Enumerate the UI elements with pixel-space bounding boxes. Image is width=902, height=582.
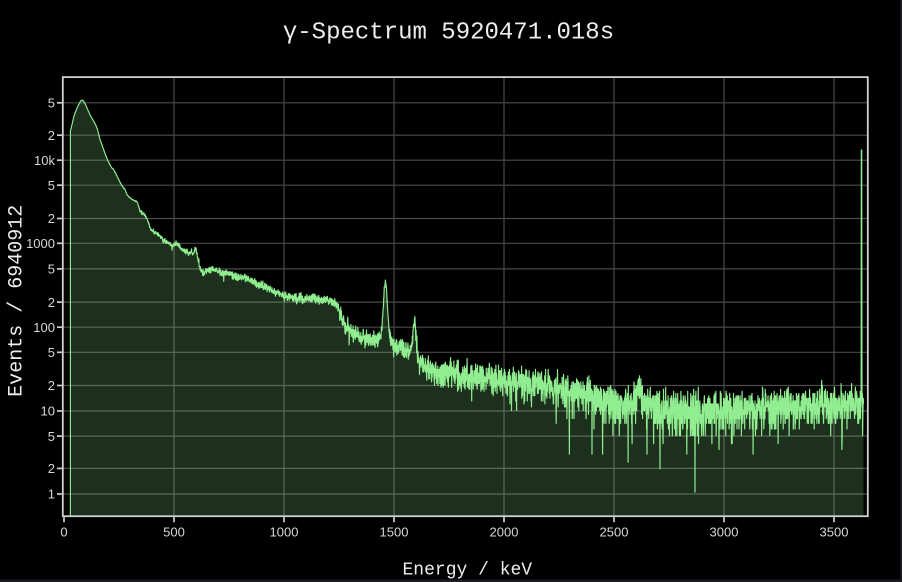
svg-text:100: 100 (33, 320, 55, 335)
svg-text:5: 5 (48, 262, 55, 277)
svg-text:Events / 6940912: Events / 6940912 (5, 205, 28, 397)
svg-text:10: 10 (41, 404, 55, 419)
svg-text:3500: 3500 (820, 525, 849, 540)
svg-text:10k: 10k (34, 153, 55, 168)
svg-text:1000: 1000 (270, 525, 299, 540)
svg-text:5: 5 (48, 96, 55, 111)
svg-text:5: 5 (48, 178, 55, 193)
svg-text:5: 5 (48, 429, 55, 444)
svg-text:2: 2 (48, 461, 55, 476)
svg-text:1000: 1000 (26, 236, 55, 251)
svg-text:2: 2 (48, 128, 55, 143)
svg-text:γ-Spectrum 5920471.018s: γ-Spectrum 5920471.018s (283, 20, 614, 47)
svg-text:5: 5 (48, 345, 55, 360)
svg-text:2000: 2000 (490, 525, 519, 540)
svg-text:1: 1 (48, 487, 55, 502)
svg-text:1500: 1500 (380, 525, 409, 540)
svg-text:0: 0 (60, 525, 67, 540)
svg-text:2: 2 (48, 378, 55, 393)
svg-text:500: 500 (163, 525, 185, 540)
svg-text:2500: 2500 (600, 525, 629, 540)
svg-text:Energy / keV: Energy / keV (402, 560, 532, 580)
svg-text:2: 2 (48, 211, 55, 226)
svg-text:2: 2 (48, 295, 55, 310)
svg-text:3000: 3000 (710, 525, 739, 540)
